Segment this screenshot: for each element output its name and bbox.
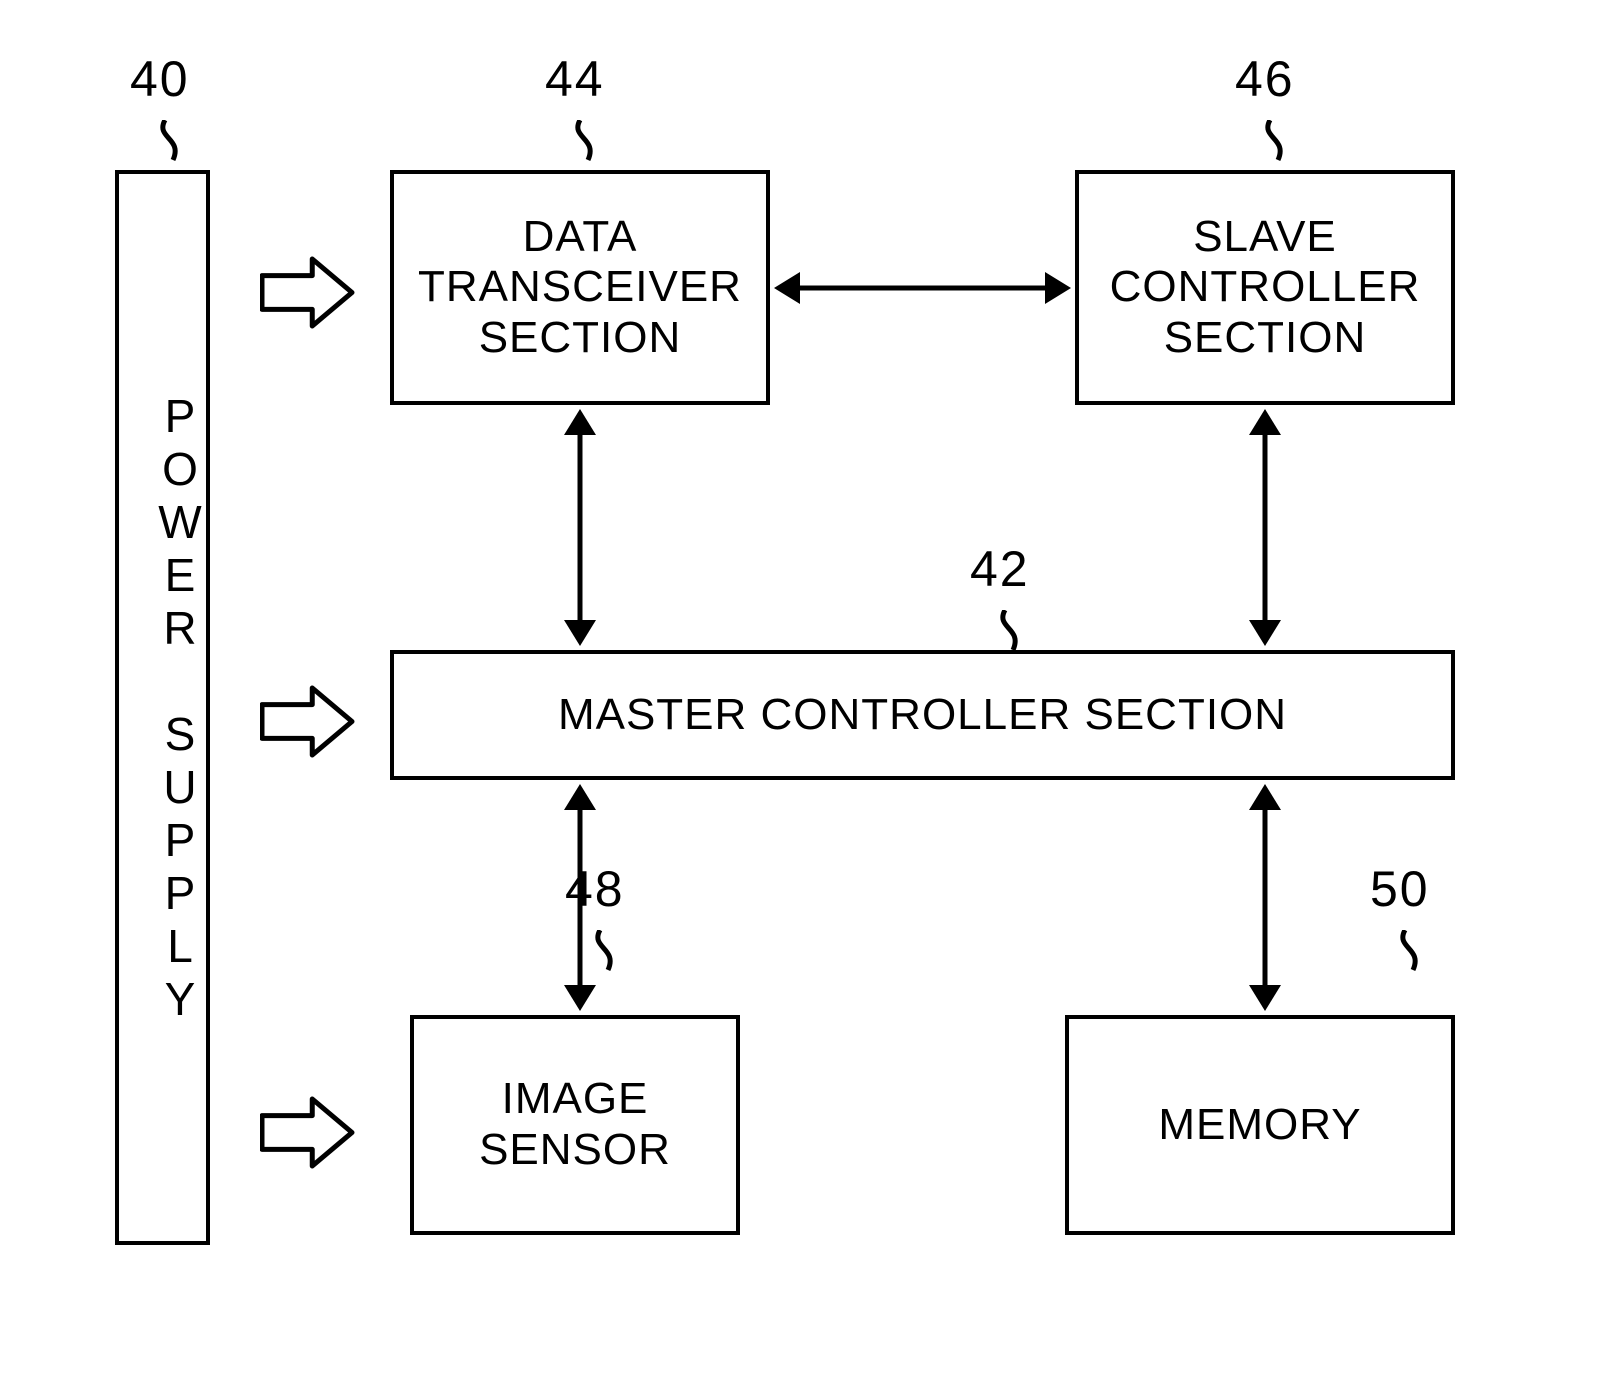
node-slave-label: SLAVE CONTROLLER SECTION: [1079, 212, 1451, 364]
node-image-label: IMAGE SENSOR: [414, 1074, 736, 1175]
ref-lead-slave: [1260, 120, 1310, 175]
edge: [560, 784, 600, 1011]
ref-slave: 46: [1235, 50, 1295, 108]
diagram-canvas: POWER SUPPLY DATA TRANSCEIVER SECTION SLAV…: [0, 0, 1614, 1382]
ref-lead-power: [155, 120, 205, 175]
node-image: IMAGE SENSOR: [410, 1015, 740, 1235]
node-dts-label: DATA TRANSCEIVER SECTION: [394, 212, 766, 364]
node-master-label: MASTER CONTROLLER SECTION: [394, 690, 1451, 741]
power-arrow: [260, 255, 355, 330]
node-power-label: POWER SUPPLY: [119, 390, 206, 1026]
power-arrow: [260, 1095, 355, 1170]
edge: [774, 268, 1071, 308]
edge: [1245, 409, 1285, 646]
edge: [560, 409, 600, 646]
node-memory: MEMORY: [1065, 1015, 1455, 1235]
node-master: MASTER CONTROLLER SECTION: [390, 650, 1455, 780]
ref-lead-dts: [570, 120, 620, 175]
power-arrow: [260, 684, 355, 759]
ref-master: 42: [970, 540, 1030, 598]
ref-lead-memory: [1395, 930, 1445, 985]
node-memory-label: MEMORY: [1069, 1100, 1451, 1151]
node-dts: DATA TRANSCEIVER SECTION: [390, 170, 770, 405]
ref-dts: 44: [545, 50, 605, 108]
ref-lead-master: [995, 610, 1045, 665]
node-power: POWER SUPPLY: [115, 170, 210, 1245]
edge: [1245, 784, 1285, 1011]
node-slave: SLAVE CONTROLLER SECTION: [1075, 170, 1455, 405]
ref-memory: 50: [1370, 860, 1430, 918]
ref-power: 40: [130, 50, 190, 108]
